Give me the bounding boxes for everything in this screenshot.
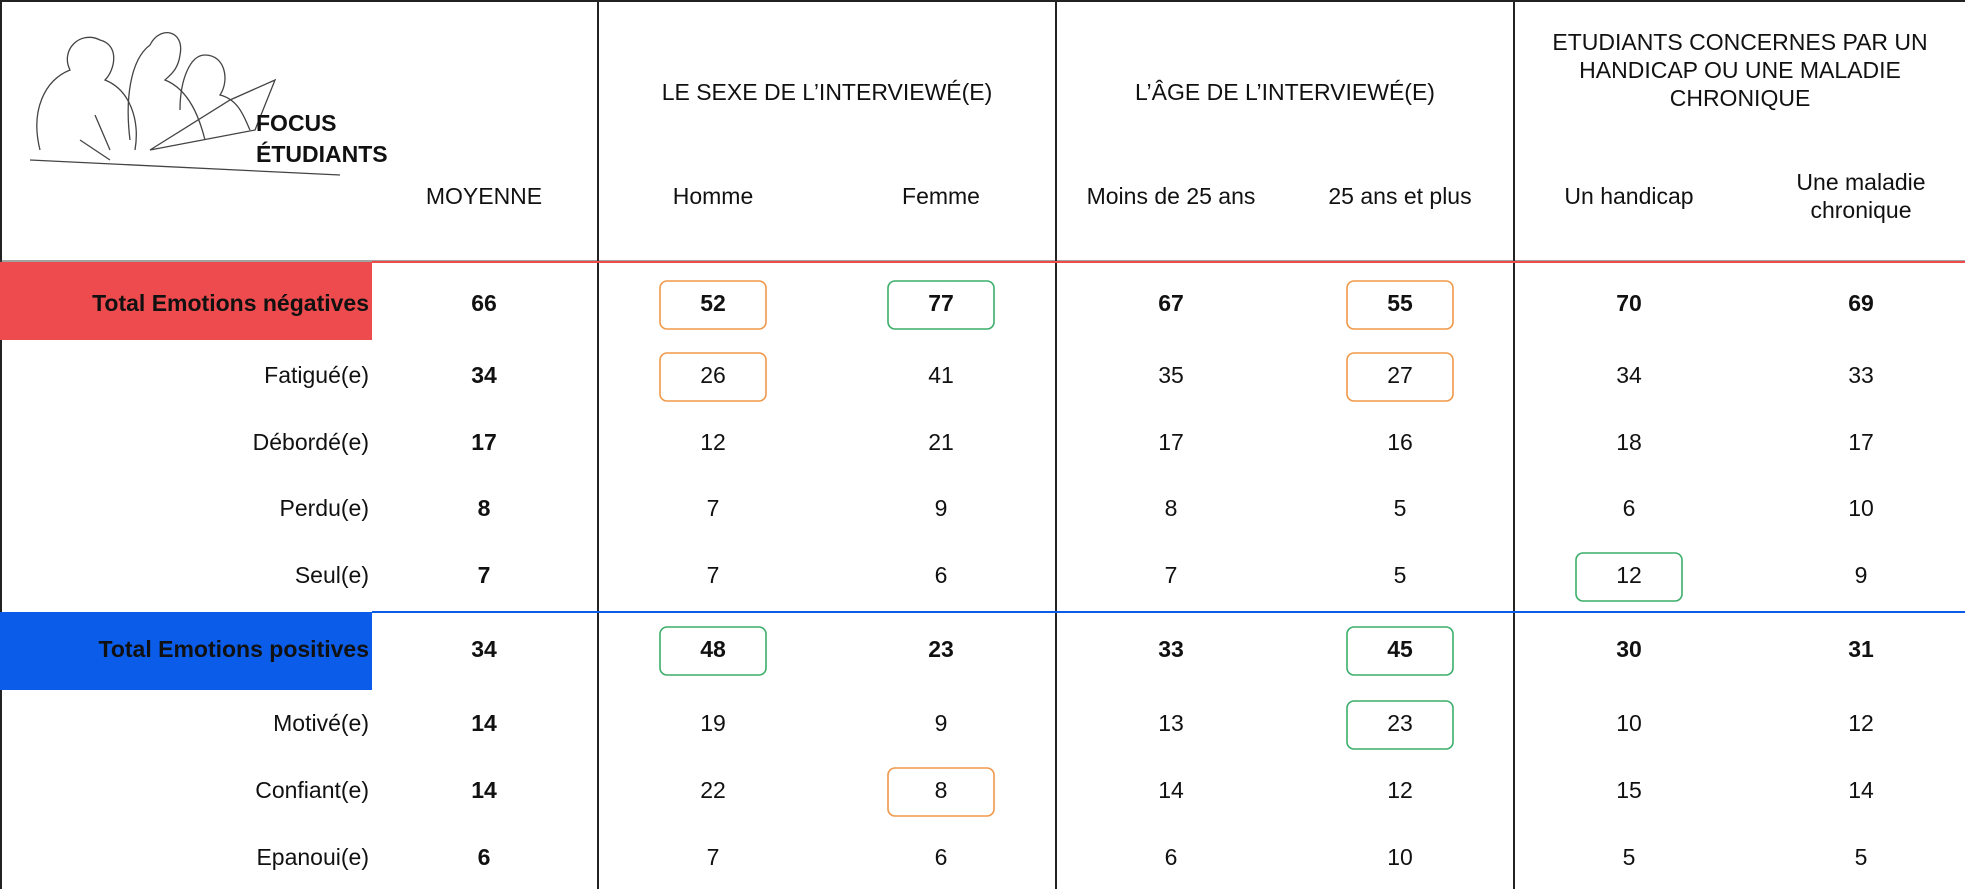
cell-value: 7: [1165, 562, 1178, 588]
cell-value: 17: [1848, 429, 1874, 455]
average-value: 14: [471, 710, 497, 736]
cell-value: 9: [935, 495, 948, 521]
cell-value: 30: [1616, 636, 1642, 662]
cell-value: 34: [1616, 362, 1642, 388]
cell-value: 5: [1855, 844, 1868, 870]
logo-text: ÉTUDIANTS: [256, 140, 388, 167]
cell-value: 9: [1855, 562, 1868, 588]
cell-value: 9: [935, 710, 948, 736]
cell-value: 12: [1616, 562, 1642, 588]
cell-value: 23: [928, 636, 954, 662]
table: FOCUS ÉTUDIANTS MOYENNE LE SEXE DE L’INTERV…: [0, 0, 1965, 889]
cell-value: 55: [1387, 290, 1413, 316]
column-header: MOYENNE: [426, 183, 542, 209]
cell-value: 27: [1387, 362, 1413, 388]
cell-value: 8: [935, 777, 948, 803]
cell-value: 6: [935, 844, 948, 870]
average-value: 66: [471, 290, 497, 316]
average-value: 8: [478, 495, 491, 521]
cell-value: 70: [1616, 290, 1642, 316]
cell-value: 19: [700, 710, 726, 736]
cell-value: 26: [700, 362, 726, 388]
cell-value: 5: [1394, 562, 1407, 588]
column-header: Moins de 25 ans: [1087, 183, 1256, 209]
group-title: CHRONIQUE: [1670, 85, 1811, 111]
cell-value: 45: [1387, 636, 1413, 662]
cell-value: 41: [928, 362, 954, 388]
cell-value: 22: [700, 777, 726, 803]
group-title: ETUDIANTS CONCERNES PAR UN: [1552, 29, 1927, 55]
column-header: chronique: [1810, 197, 1911, 223]
group-title: L’ÂGE DE L’INTERVIEWÉ(E): [1135, 79, 1435, 105]
cell-value: 14: [1848, 777, 1874, 803]
cell-value: 33: [1848, 362, 1874, 388]
cell-value: 12: [1848, 710, 1874, 736]
row-label: Total Emotions négatives: [92, 290, 369, 316]
cell-value: 6: [935, 562, 948, 588]
column-header: Une maladie: [1796, 169, 1925, 195]
row-label: Fatigué(e): [264, 362, 369, 388]
cell-value: 12: [1387, 777, 1413, 803]
cell-value: 52: [700, 290, 726, 316]
row-label: Motivé(e): [273, 710, 369, 736]
cell-value: 10: [1848, 495, 1874, 521]
cell-value: 18: [1616, 429, 1642, 455]
cell-value: 5: [1623, 844, 1636, 870]
column-header: Femme: [902, 183, 980, 209]
cell-value: 12: [700, 429, 726, 455]
row-label: Total Emotions positives: [99, 636, 370, 662]
cell-value: 31: [1848, 636, 1874, 662]
cell-value: 5: [1394, 495, 1407, 521]
average-value: 34: [471, 636, 497, 662]
group-title: LE SEXE DE L’INTERVIEWÉ(E): [662, 79, 993, 105]
cell-value: 16: [1387, 429, 1413, 455]
column-header: Un handicap: [1564, 183, 1693, 209]
column-header: 25 ans et plus: [1328, 183, 1471, 209]
cell-value: 7: [707, 495, 720, 521]
cell-value: 6: [1623, 495, 1636, 521]
cell-value: 15: [1616, 777, 1642, 803]
cell-value: 10: [1387, 844, 1413, 870]
page: FOCUS ÉTUDIANTS MOYENNE LE SEXE DE L’INTERV…: [0, 0, 1965, 889]
cell-value: 6: [1165, 844, 1178, 870]
cell-value: 69: [1848, 290, 1874, 316]
cell-value: 7: [707, 562, 720, 588]
cell-value: 77: [928, 290, 954, 316]
average-value: 14: [471, 777, 497, 803]
row-label: Perdu(e): [280, 495, 369, 521]
group-title: HANDICAP OU UNE MALADIE: [1579, 57, 1901, 83]
average-value: 6: [478, 844, 491, 870]
cell-value: 10: [1616, 710, 1642, 736]
cell-value: 14: [1158, 777, 1184, 803]
row-label: Epanoui(e): [256, 844, 369, 870]
cell-value: 8: [1165, 495, 1178, 521]
cell-value: 67: [1158, 290, 1184, 316]
average-value: 34: [471, 362, 497, 388]
logo-text: FOCUS: [256, 110, 337, 136]
cell-value: 7: [707, 844, 720, 870]
cell-value: 13: [1158, 710, 1184, 736]
cell-value: 23: [1387, 710, 1413, 736]
cell-value: 35: [1158, 362, 1184, 388]
cell-value: 33: [1158, 636, 1184, 662]
cell-value: 21: [928, 429, 954, 455]
row-label: Seul(e): [295, 562, 369, 588]
cell-value: 48: [700, 636, 726, 662]
column-header: Homme: [673, 183, 754, 209]
average-value: 7: [478, 562, 491, 588]
row-label: Confiant(e): [255, 777, 369, 803]
row-label: Débordé(e): [253, 429, 369, 455]
average-value: 17: [471, 429, 497, 455]
cell-value: 17: [1158, 429, 1184, 455]
